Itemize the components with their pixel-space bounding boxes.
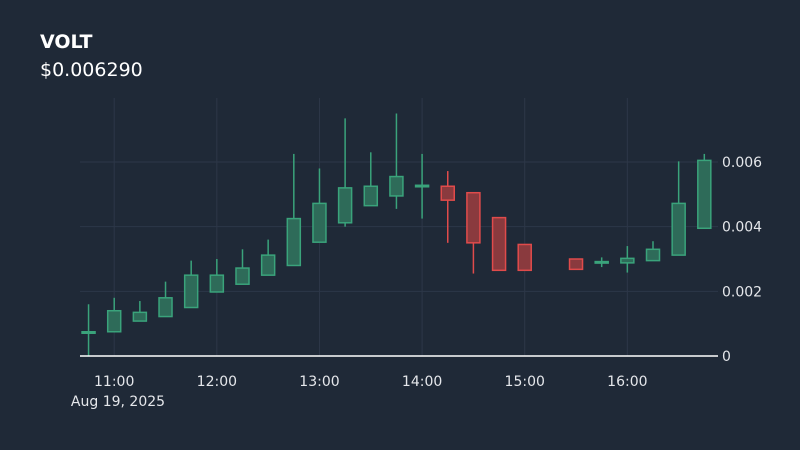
y-tick-label: 0.002	[722, 284, 762, 300]
candle-body	[645, 248, 661, 262]
candle-up[interactable]	[81, 304, 96, 356]
candle-up[interactable]	[260, 239, 276, 276]
x-tick-label: 15:00	[505, 374, 545, 390]
candle-up[interactable]	[183, 260, 199, 309]
y-tick-label: 0.006	[722, 155, 762, 171]
candle-body	[81, 331, 96, 334]
x-tick-label: 14:00	[402, 374, 442, 390]
candle-body	[440, 185, 455, 201]
y-tick-label: 0.004	[722, 220, 762, 236]
candle-body	[337, 187, 353, 224]
candle-body	[466, 191, 481, 244]
candle-up[interactable]	[158, 281, 173, 318]
candle-up[interactable]	[337, 118, 353, 227]
candle-up[interactable]	[209, 259, 225, 293]
candle-body	[363, 185, 379, 207]
candle-up[interactable]	[106, 297, 122, 333]
candle-body	[132, 311, 148, 322]
candle-body	[594, 260, 609, 264]
candle-up[interactable]	[132, 301, 148, 322]
candle-body	[697, 159, 712, 230]
y-tick-label: 0	[722, 349, 731, 365]
x-tick-label: 16:00	[607, 374, 647, 390]
candle-down[interactable]	[568, 258, 584, 271]
candle-body	[414, 184, 430, 188]
candle-body	[106, 309, 122, 333]
y-axis-ticks: 0 0.002 0.004 0.006	[722, 155, 762, 365]
candle-down[interactable]	[440, 171, 455, 243]
candle-up[interactable]	[414, 153, 430, 219]
candle-body	[517, 243, 532, 272]
candle-body	[158, 297, 173, 318]
candle-up[interactable]	[671, 161, 686, 256]
candle-up[interactable]	[645, 241, 661, 262]
candle-body	[312, 202, 327, 243]
candle-up[interactable]	[363, 152, 379, 207]
candle-body	[260, 254, 276, 276]
candle-up[interactable]	[235, 249, 250, 285]
candle-body	[235, 267, 250, 285]
x-tick-label: 12:00	[197, 374, 237, 390]
current-price: $0.006290	[40, 59, 143, 81]
candle-up[interactable]	[697, 153, 712, 230]
candle-up[interactable]	[312, 168, 327, 243]
candle-body	[671, 202, 686, 256]
candle-body	[491, 216, 507, 272]
symbol-label: VOLT	[40, 31, 93, 53]
date-label: Aug 19, 2025	[71, 394, 165, 410]
candle-down[interactable]	[491, 216, 507, 272]
candle-up[interactable]	[389, 113, 404, 209]
candles[interactable]	[81, 113, 712, 357]
candle-body	[286, 217, 302, 267]
candle-body	[389, 175, 404, 197]
x-tick-label: 13:00	[299, 374, 339, 390]
grid-lines	[80, 98, 718, 356]
candle-up[interactable]	[620, 246, 635, 273]
candle-down[interactable]	[466, 191, 481, 274]
candle-down[interactable]	[517, 243, 532, 272]
candle-up[interactable]	[594, 257, 609, 268]
candle-body	[183, 274, 199, 309]
candle-up[interactable]	[286, 153, 302, 267]
candle-body	[620, 257, 635, 264]
x-tick-label: 11:00	[94, 374, 134, 390]
candle-body	[209, 274, 225, 293]
candle-body	[568, 258, 584, 271]
x-axis-ticks: 11:00 12:00 13:00 14:00 15:00 16:00	[94, 374, 647, 390]
